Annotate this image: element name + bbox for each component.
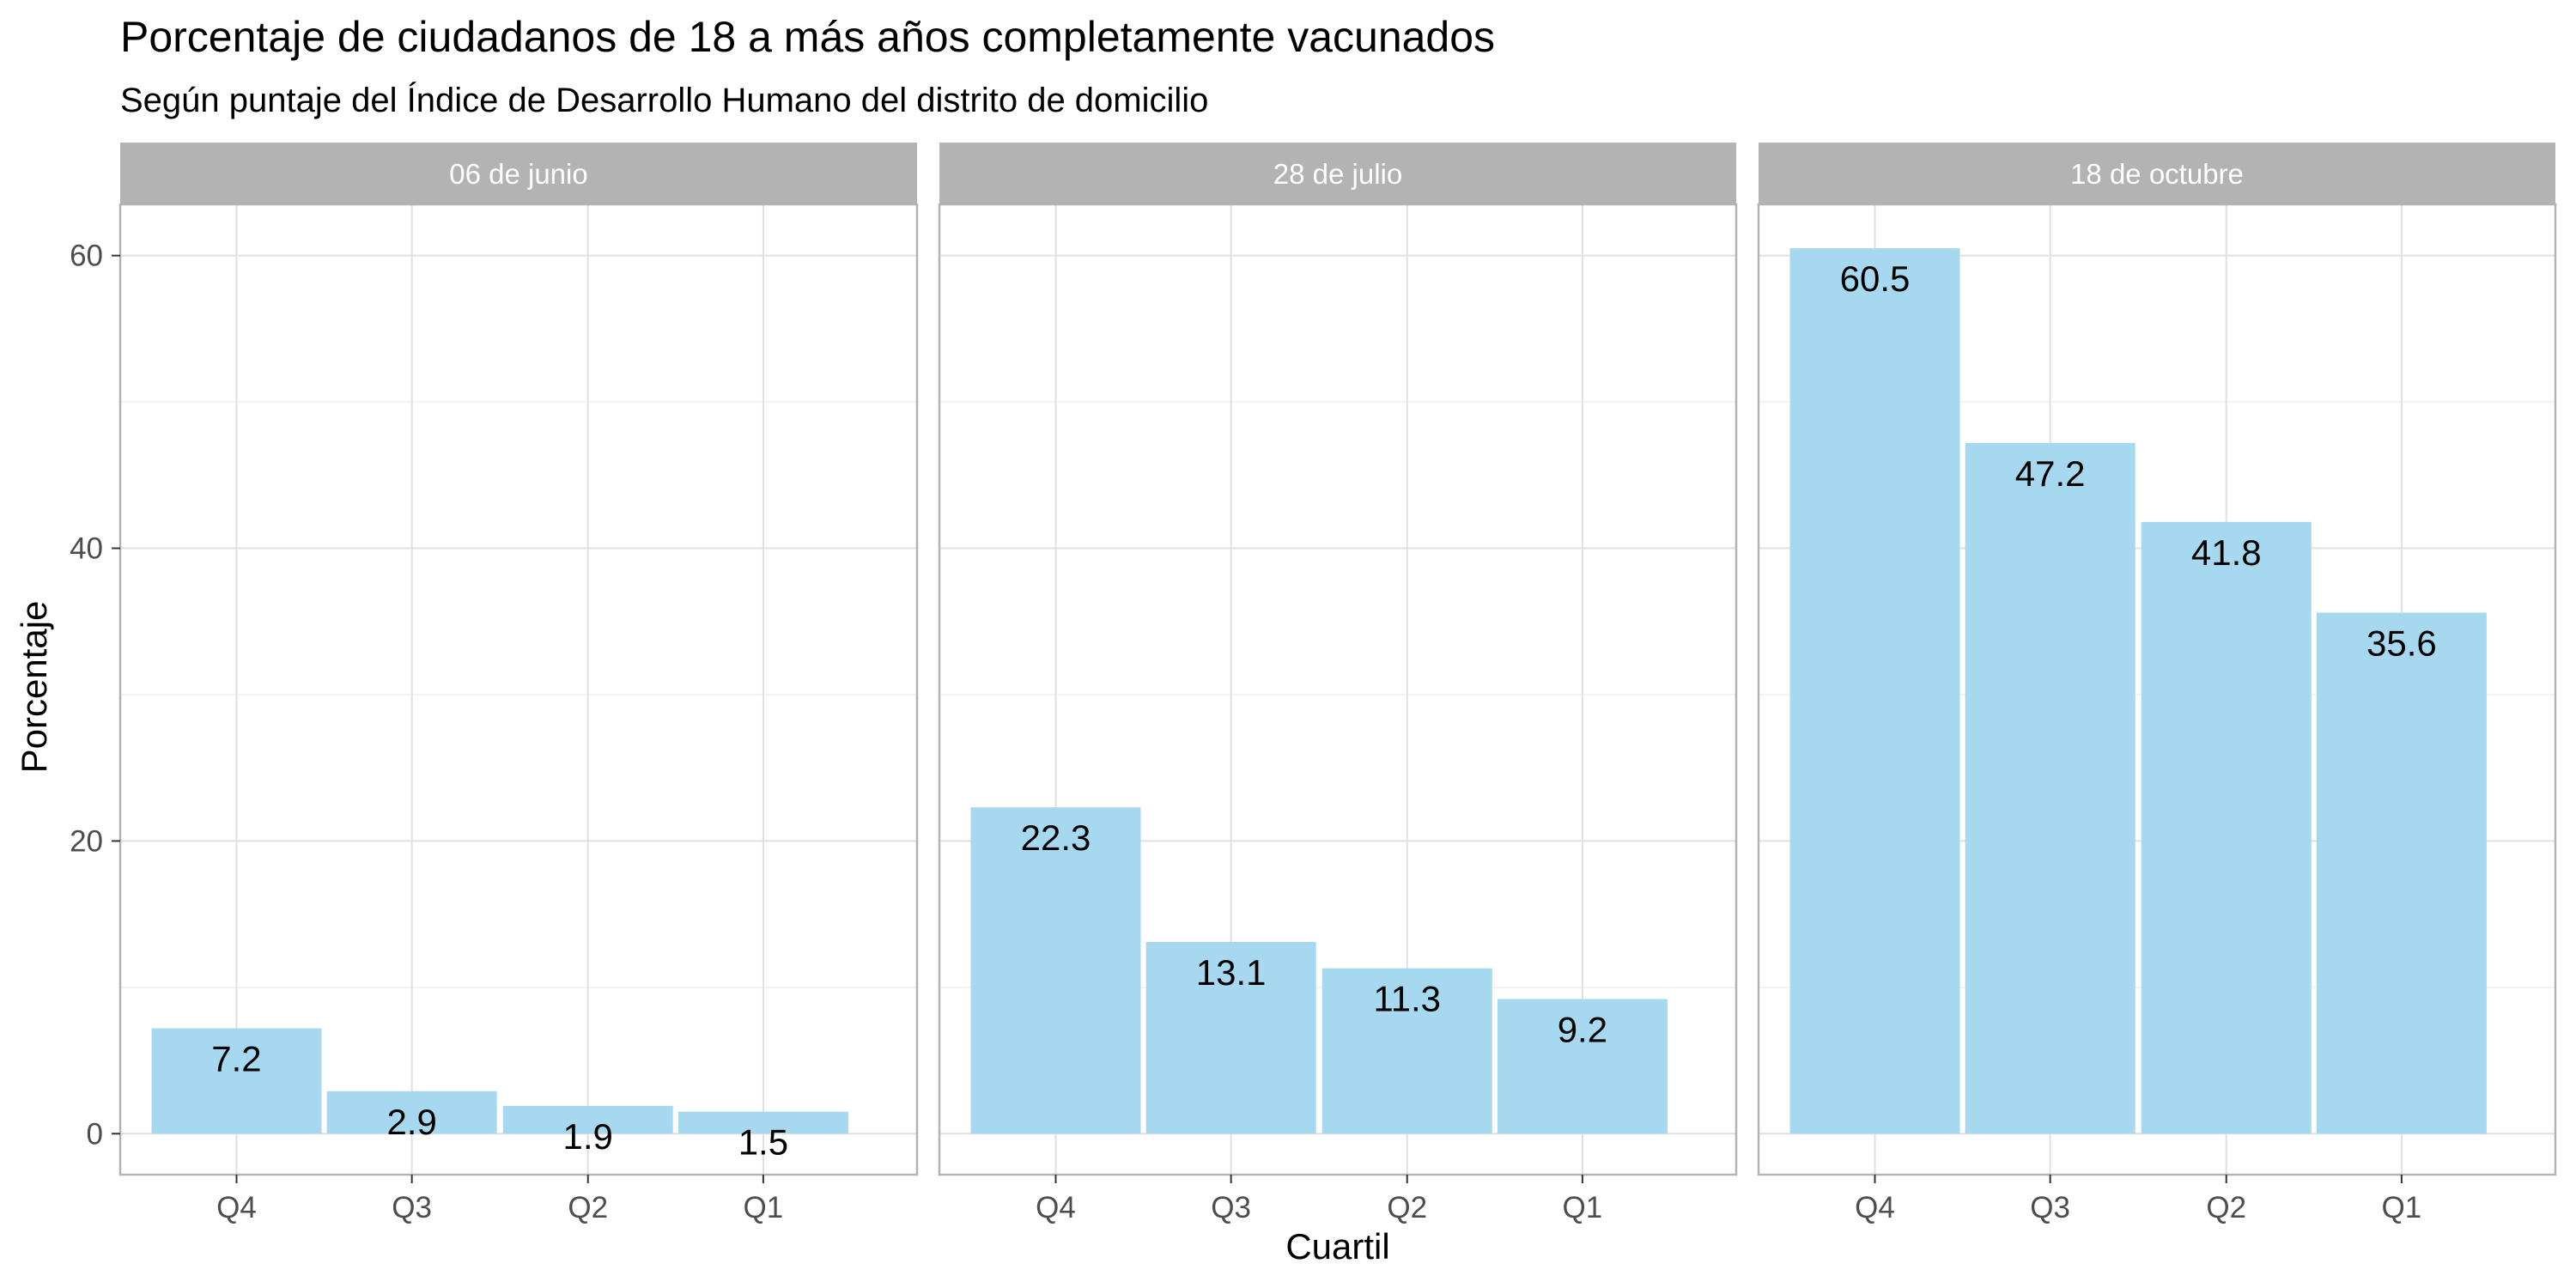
bar-q1 <box>677 1111 848 1134</box>
x-tick-label: Q2 <box>1387 1191 1427 1224</box>
x-tick-label: Q1 <box>744 1191 784 1224</box>
data-label: 9.2 <box>1558 1009 1607 1049</box>
data-label: 11.3 <box>1373 979 1441 1019</box>
x-tick-label: Q4 <box>1036 1191 1076 1224</box>
data-label: 60.5 <box>1840 258 1911 299</box>
x-tick-label: Q1 <box>2382 1191 2422 1224</box>
data-label: 2.9 <box>386 1102 436 1142</box>
data-label: 35.6 <box>2366 623 2437 664</box>
bar-q3 <box>1145 942 1316 1134</box>
x-tick-label: Q3 <box>2030 1191 2070 1224</box>
x-tick-label: Q4 <box>1855 1191 1895 1224</box>
data-label: 1.5 <box>738 1122 788 1163</box>
x-axis-title: Cuartil <box>1285 1226 1389 1267</box>
panel-border <box>118 203 919 1176</box>
bar-q1 <box>1497 999 1668 1134</box>
y-tick-label: 60 <box>70 240 103 273</box>
bar-q4 <box>970 807 1141 1134</box>
x-tick-label: Q1 <box>1563 1191 1603 1224</box>
bar-q1 <box>2316 612 2487 1134</box>
y-tick-label: 40 <box>70 532 103 566</box>
data-label: 13.1 <box>1196 952 1267 993</box>
strip-background <box>120 143 917 204</box>
strip-background <box>939 143 1736 204</box>
y-axis-title: Porcentaje <box>14 601 54 774</box>
data-label: 22.3 <box>1021 817 1091 858</box>
y-tick-label: 0 <box>87 1117 103 1151</box>
bar-q2 <box>2141 521 2312 1134</box>
y-axis: 0 20 40 60 <box>70 240 120 1151</box>
bar-q2 <box>1321 968 1492 1134</box>
data-label: 1.9 <box>563 1116 613 1157</box>
chart-title: Porcentaje de ciudadanos de 18 a más año… <box>120 13 1495 61</box>
strip-label: 06 de junio <box>449 158 587 190</box>
strip-background <box>1759 143 2555 204</box>
bar-q4 <box>1789 248 1960 1134</box>
bar-q3 <box>326 1091 497 1134</box>
strip-label: 18 de octubre <box>2070 158 2244 190</box>
strip-label: 28 de julio <box>1273 158 1402 190</box>
panel-border <box>938 203 1738 1176</box>
y-tick-label: 20 <box>70 824 103 858</box>
panel-border <box>1757 203 2557 1176</box>
facet-2: 28 de julio 22.3 13.1 11.3 9.2 Q4 Q3 Q2 Q1 <box>938 143 1738 1224</box>
facet-3: 18 de octubre 60.5 47.2 41.8 35.6 Q4 Q3 Q2 Q1 <box>1757 143 2557 1224</box>
chart-subtitle: Según puntaje del Índice de Desarrollo H… <box>120 81 1208 119</box>
facet-1: 06 de junio 7.2 2.9 1.9 1.5 Q4 Q3 Q2 Q1 <box>118 143 919 1224</box>
x-tick-label: Q4 <box>216 1191 257 1224</box>
bar-q3 <box>1965 442 2136 1134</box>
data-label: 41.8 <box>2191 532 2262 573</box>
x-tick-label: Q2 <box>568 1191 608 1224</box>
data-label: 47.2 <box>2015 453 2086 494</box>
bar-q4 <box>151 1028 322 1134</box>
bar-q2 <box>502 1105 673 1134</box>
x-tick-label: Q2 <box>2206 1191 2246 1224</box>
x-tick-label: Q3 <box>392 1191 432 1224</box>
x-tick-label: Q3 <box>1211 1191 1251 1224</box>
data-label: 7.2 <box>211 1039 261 1079</box>
